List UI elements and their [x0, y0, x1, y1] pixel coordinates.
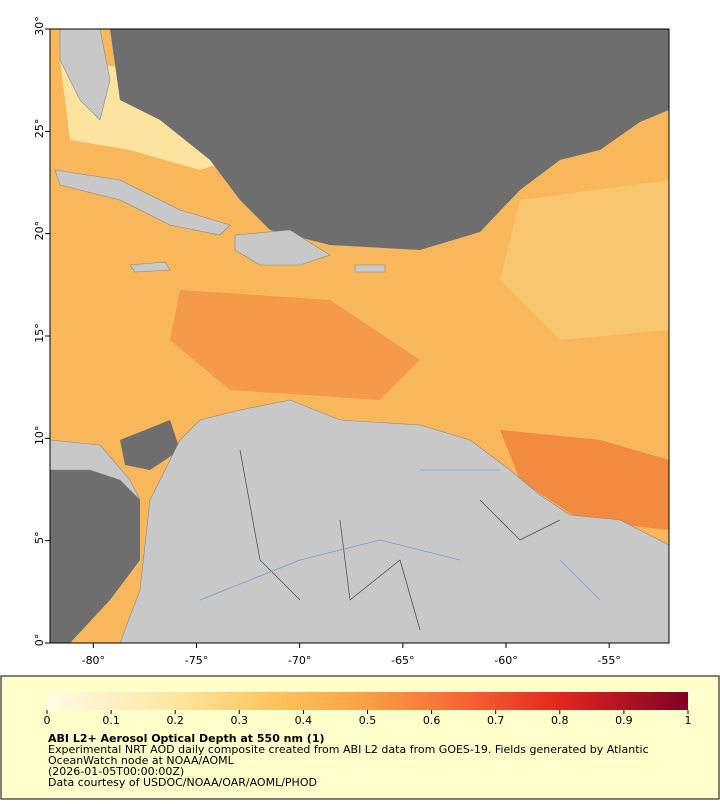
colorbar-tick-label: 0.6 [423, 714, 441, 727]
y-tick-label: 25° [33, 119, 46, 139]
colorbar-tick-label: 0.1 [102, 714, 120, 727]
river [199, 469, 601, 601]
legend-title: ABI L2+ Aerosol Optical Depth at 550 nm … [48, 732, 325, 745]
land [54, 169, 231, 236]
land [50, 439, 141, 501]
y-tick-label: 5° [33, 531, 46, 544]
colorbar-tick-label: 0.3 [231, 714, 249, 727]
legend-description: Experimental NRT AOD daily composite cre… [48, 743, 649, 756]
x-tick-label: -60° [494, 654, 517, 667]
colorbar-tick-label: 0.8 [551, 714, 569, 727]
y-tick-label: 20° [33, 221, 46, 241]
y-tick-label: 10° [33, 426, 46, 446]
no-data [110, 29, 669, 250]
border [239, 449, 561, 631]
aod-high [500, 430, 669, 530]
land [59, 29, 111, 121]
x-tick-label: -75° [185, 654, 208, 667]
colorbar-tick-label: 1 [685, 714, 692, 727]
colorbar-tick-label: 0.2 [166, 714, 184, 727]
map [50, 29, 669, 643]
colorbar-tick-label: 0.9 [615, 714, 633, 727]
colorbar-tick-label: 0.7 [487, 714, 505, 727]
x-tick-label: -70° [288, 654, 311, 667]
land [234, 229, 331, 266]
land [354, 264, 386, 273]
legend-description: OceanWatch node at NOAA/AOML [48, 754, 235, 767]
legend-credit: Data courtesy of USDOC/NOAA/OAR/AOML/PHO… [48, 776, 317, 789]
x-tick-label: -55° [597, 654, 620, 667]
colorbar [47, 692, 688, 710]
y-tick-label: 0° [33, 634, 46, 647]
aod-low [500, 180, 669, 340]
colorbar-tick-label: 0.4 [295, 714, 313, 727]
land [119, 399, 669, 643]
colorbar-tick-label: 0.5 [359, 714, 377, 727]
land [129, 261, 171, 273]
y-tick-label: 15° [33, 323, 46, 343]
no-data [50, 470, 140, 643]
x-tick-label: -80° [82, 654, 105, 667]
x-tick-label: -65° [391, 654, 414, 667]
y-tick-label: 30° [33, 16, 46, 36]
colorbar-tick-label: 0 [44, 714, 51, 727]
legend-date: (2026-01-05T00:00:00Z) [48, 765, 184, 778]
no-data [120, 420, 180, 470]
aod-high [170, 290, 420, 400]
